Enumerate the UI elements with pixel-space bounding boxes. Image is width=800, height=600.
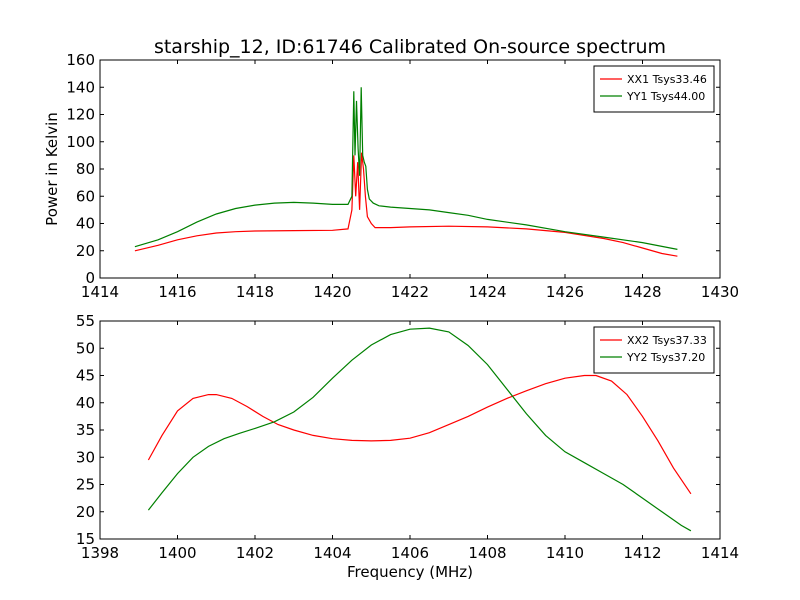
y-tick-label: 15 bbox=[76, 530, 95, 548]
x-tick-label: 1414 bbox=[701, 544, 739, 562]
figure-title: starship_12, ID:61746 Calibrated On-sour… bbox=[154, 36, 666, 58]
series-line-2 bbox=[147, 327, 692, 532]
y-tick-label: 140 bbox=[66, 78, 95, 96]
x-tick-label: 1412 bbox=[623, 544, 661, 562]
x-tick-label: 1410 bbox=[546, 544, 584, 562]
y-tick-label: 160 bbox=[66, 51, 95, 69]
x-tick-label: 1416 bbox=[158, 283, 196, 301]
x-tick-label: 1422 bbox=[391, 283, 429, 301]
x-tick-label: 1424 bbox=[468, 283, 506, 301]
legend-label: YY1 Tsys44.00 bbox=[626, 90, 705, 103]
y-tick-label: 40 bbox=[76, 394, 95, 412]
x-tick-label: 1408 bbox=[468, 544, 506, 562]
x-tick-label: 1400 bbox=[158, 544, 196, 562]
y-tick-label: 0 bbox=[85, 269, 95, 287]
y-tick-label: 20 bbox=[76, 242, 95, 260]
series-line-2 bbox=[134, 87, 678, 250]
x-tick-label: 1414 bbox=[81, 283, 119, 301]
chart-1: 1414 1416 1418 1420 1422 1424 1426 1428 1430 0 20 4… bbox=[43, 51, 739, 301]
y-tick-label: 55 bbox=[76, 312, 95, 330]
series-line-1 bbox=[134, 152, 678, 257]
y-tick-label: 45 bbox=[76, 367, 95, 385]
x-tick-label: 1402 bbox=[236, 544, 274, 562]
x-tick-label: 1398 bbox=[81, 544, 119, 562]
x-tick-label: 1406 bbox=[391, 544, 429, 562]
x-tick-label: 1426 bbox=[546, 283, 584, 301]
y-tick-label: 40 bbox=[76, 215, 95, 233]
y-tick-label: 80 bbox=[76, 160, 95, 178]
y-tick-label: 100 bbox=[66, 133, 95, 151]
y-tick-label: 50 bbox=[76, 339, 95, 357]
series-line-1 bbox=[147, 374, 692, 495]
x-tick-label: 1404 bbox=[313, 544, 351, 562]
y-tick-label: 25 bbox=[76, 476, 95, 494]
x-tick-label: 1428 bbox=[623, 283, 661, 301]
y-tick-label: 120 bbox=[66, 106, 95, 124]
y-tick-label: 30 bbox=[76, 448, 95, 466]
x-tick-label: 1430 bbox=[701, 283, 739, 301]
x-axis-label: Frequency (MHz) bbox=[347, 563, 473, 581]
legend: XX2 Tsys37.33 YY2 Tsys37.20 bbox=[593, 326, 715, 374]
x-tick-label: 1420 bbox=[313, 283, 351, 301]
y-tick-label: 60 bbox=[76, 187, 95, 205]
legend-label: YY2 Tsys37.20 bbox=[626, 351, 705, 364]
chart-2: 1398 1400 1402 1404 1406 1408 1410 1412 1414 15 20… bbox=[76, 312, 739, 581]
charts-container: 1414 1416 1418 1420 1422 1424 1426 1428 1430 0 20 4… bbox=[43, 51, 739, 581]
x-tick-label: 1418 bbox=[236, 283, 274, 301]
legend-box bbox=[593, 326, 715, 374]
y-tick-label: 35 bbox=[76, 421, 95, 439]
y-tick-label: 20 bbox=[76, 503, 95, 521]
legend-label: XX2 Tsys37.33 bbox=[627, 334, 707, 347]
legend-box bbox=[593, 65, 715, 113]
legend: XX1 Tsys33.46 YY1 Tsys44.00 bbox=[593, 65, 715, 113]
y-axis-label: Power in Kelvin bbox=[43, 112, 61, 226]
legend-label: XX1 Tsys33.46 bbox=[627, 73, 707, 86]
